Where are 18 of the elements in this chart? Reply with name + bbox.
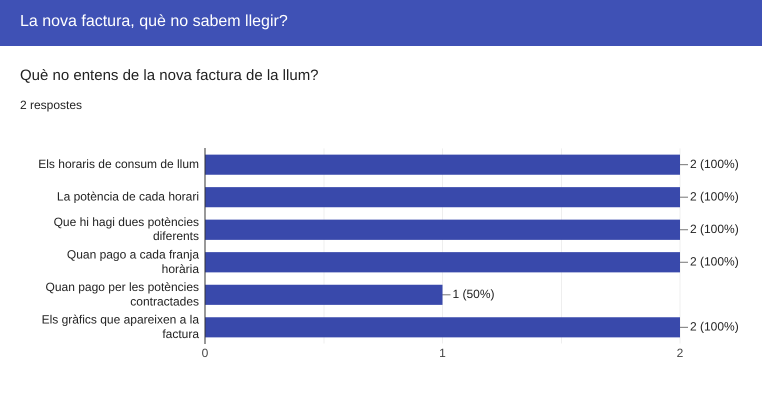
text: La nova factura, què no sabem llegir?	[0, 0, 762, 46]
data-label: 2 (100%)	[690, 254, 739, 269]
y-tick-label: Quan pago per les potències contractades	[46, 280, 199, 308]
x-tick-label: 1	[439, 346, 446, 360]
data-label: 1 (50%)	[452, 287, 495, 302]
y-tick-label: Els gràfics que apareixen a la factura	[42, 312, 200, 341]
y-tick-label: Que hi hagi dues potències diferents	[54, 214, 199, 244]
text: 2 respostes	[20, 98, 82, 112]
x-tick-label: 0	[202, 346, 209, 360]
y-tick-label: Els horaris de consum de llum	[38, 156, 200, 171]
x-tick-label: 2	[676, 346, 684, 360]
data-label: 2 (100%)	[690, 320, 739, 334]
data-label: 2 (100%)	[690, 156, 739, 171]
y-tick-label: Quan pago a cada franja horària	[66, 247, 200, 276]
data-label: 2 (100%)	[690, 222, 739, 236]
data-label: 2 (100%)	[690, 190, 739, 204]
y-tick-label: La potència de cada horari	[56, 190, 199, 204]
chart-title: Què no entens de la nova factura de la llum?	[20, 67, 319, 84]
